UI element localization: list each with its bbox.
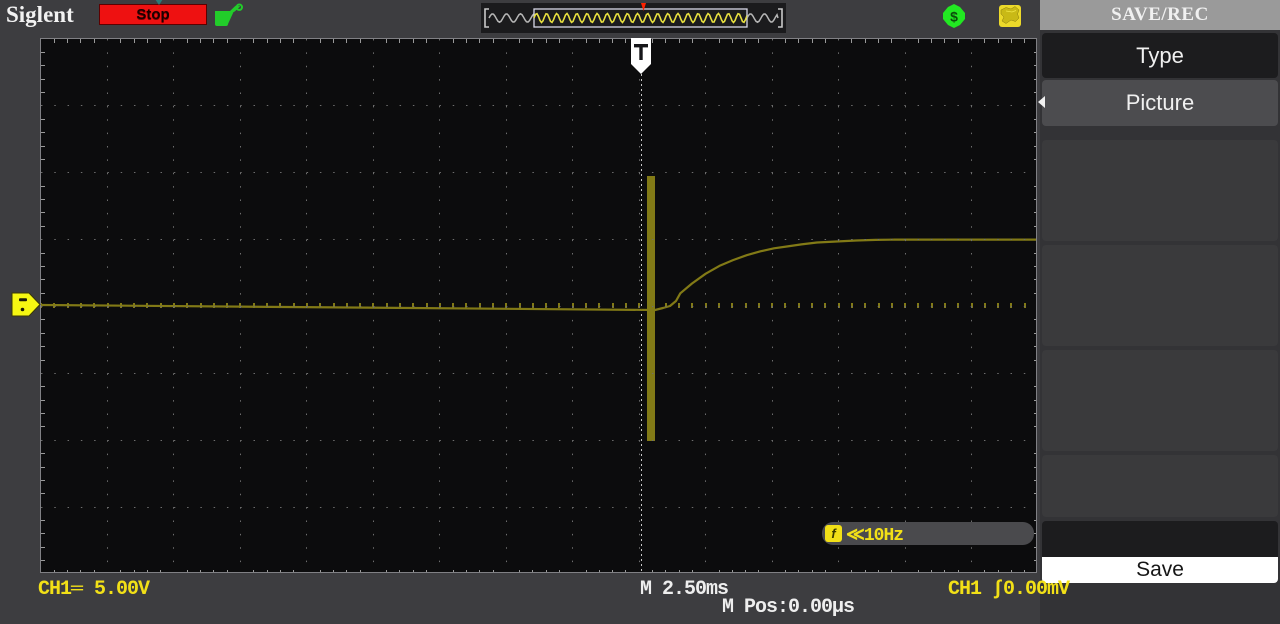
svg-text:$: $ xyxy=(950,9,958,25)
